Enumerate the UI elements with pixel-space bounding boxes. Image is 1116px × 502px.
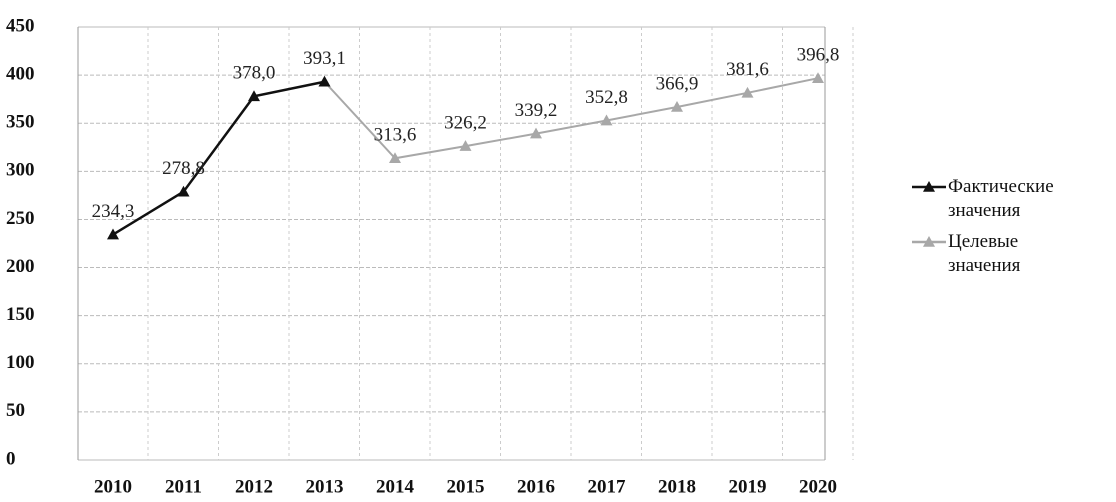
- data-label: 352,8: [585, 87, 628, 108]
- marker: [318, 75, 331, 87]
- data-label: 396,8: [797, 45, 840, 66]
- legend-label: Фактические значения: [948, 176, 1054, 221]
- marker: [389, 152, 401, 164]
- marker: [812, 72, 824, 83]
- marker: [671, 100, 683, 112]
- data-label: 278,8: [162, 158, 205, 179]
- marker: [530, 127, 542, 139]
- marker: [177, 185, 190, 197]
- y-tick-label: 200: [6, 256, 35, 277]
- marker: [600, 114, 613, 126]
- data-label: 393,1: [303, 48, 346, 69]
- data-label: 381,6: [726, 59, 769, 80]
- marker: [459, 140, 472, 151]
- x-tick-label: 2020: [799, 476, 837, 497]
- x-tick-label: 2010: [94, 476, 132, 497]
- y-tick-label: 400: [6, 63, 35, 84]
- data-label: 366,9: [656, 73, 699, 94]
- x-tick-label: 2018: [658, 476, 696, 497]
- y-tick-label: 100: [6, 352, 35, 373]
- y-tick-label: 350: [6, 112, 35, 133]
- x-tick-label: 2016: [517, 476, 555, 497]
- x-tick-label: 2012: [235, 476, 273, 497]
- legend-label: Целевые значения: [948, 231, 1021, 276]
- legend-marker: [923, 181, 935, 192]
- data-label: 378,0: [233, 63, 276, 84]
- data-label: 326,2: [444, 112, 487, 133]
- x-tick-label: 2014: [376, 476, 415, 497]
- legend-marker: [923, 236, 935, 247]
- marker: [107, 228, 119, 240]
- y-tick-label: 300: [6, 160, 35, 181]
- y-tick-label: 250: [6, 208, 35, 229]
- y-tick-label: 150: [6, 304, 35, 325]
- y-tick-label: 50: [6, 400, 25, 421]
- y-tick-label: 0: [6, 448, 16, 469]
- series-line: [323, 77, 819, 160]
- y-tick-label: 450: [6, 15, 35, 36]
- marker: [741, 86, 754, 98]
- x-tick-label: 2011: [165, 476, 202, 497]
- x-tick-label: 2017: [588, 476, 627, 497]
- series-line: [112, 80, 325, 236]
- x-tick-label: 2013: [306, 476, 344, 497]
- data-label: 234,3: [92, 201, 135, 222]
- x-tick-label: 2019: [729, 476, 767, 497]
- x-tick-label: 2015: [447, 476, 485, 497]
- marker: [248, 90, 260, 102]
- data-label: 339,2: [515, 100, 558, 121]
- data-label: 313,6: [374, 125, 417, 146]
